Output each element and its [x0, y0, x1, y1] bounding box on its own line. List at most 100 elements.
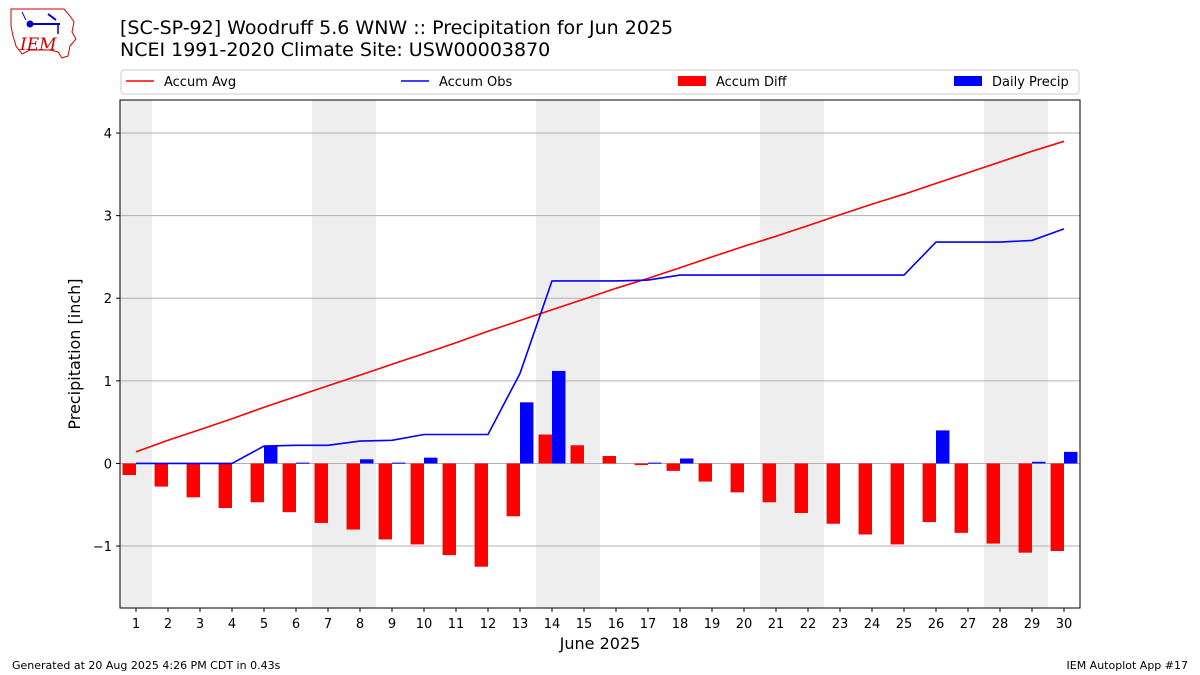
accum-diff-bar	[794, 463, 808, 514]
x-tick-label: 12	[480, 617, 497, 632]
x-tick-label: 21	[768, 617, 785, 632]
y-tick-label: 0	[104, 457, 112, 472]
x-tick-label: 19	[704, 617, 721, 632]
daily-precip-bar	[360, 459, 374, 464]
daily-precip-bar	[936, 430, 950, 464]
accum-diff-bar	[122, 463, 136, 476]
daily-precip-bar	[520, 402, 534, 464]
y-tick-label: 2	[104, 292, 112, 307]
legend-box	[120, 69, 1080, 95]
x-tick-label: 4	[228, 617, 236, 632]
x-tick-label: 14	[544, 617, 561, 632]
state-outline-icon	[10, 8, 77, 59]
daily-precip-bar	[424, 457, 438, 464]
accum-obs-line	[136, 228, 1065, 465]
accum-diff-bar	[826, 463, 840, 524]
accum-diff-bar	[186, 463, 200, 498]
legend-label: Accum Obs	[439, 75, 512, 90]
x-tick-label: 6	[292, 617, 300, 632]
accum-diff-bar	[698, 463, 712, 482]
legend-swatch-bar	[954, 76, 982, 86]
generated-timestamp: Generated at 20 Aug 2025 4:26 PM CDT in …	[12, 659, 281, 672]
accum-diff-bar	[538, 434, 552, 464]
x-tick-label: 8	[356, 617, 364, 632]
daily-precip-bar	[392, 462, 406, 464]
accum-diff-bar	[506, 463, 520, 517]
accum-diff-bar	[1018, 463, 1032, 553]
weekend-shading	[120, 100, 1048, 608]
daily-precip-bar	[296, 462, 310, 464]
x-tick-label: 9	[388, 617, 396, 632]
legend-label: Accum Avg	[164, 75, 236, 90]
x-tick-label: 23	[832, 617, 849, 632]
x-tick-label: 17	[640, 617, 657, 632]
weekend-shade-band	[312, 100, 376, 608]
weather-station-icon	[21, 11, 60, 34]
accum-diff-bar	[250, 463, 264, 503]
x-tick-label: 5	[260, 617, 268, 632]
accum-diff-bar	[954, 463, 968, 533]
plot-frame	[119, 99, 1081, 609]
daily-precip-bar	[264, 446, 278, 464]
accum-diff-bar	[346, 463, 360, 530]
x-tick-label: 27	[960, 617, 977, 632]
weekend-shade-band	[120, 100, 152, 608]
x-tick-label: 30	[1056, 617, 1073, 632]
legend-label: Daily Precip	[992, 75, 1069, 90]
x-tick-label: 25	[896, 617, 913, 632]
accum-diff-bar	[890, 463, 904, 545]
iem-logo: IEM	[10, 8, 77, 59]
chart-subtitle: NCEI 1991-2020 Climate Site: USW00003870	[120, 39, 551, 61]
daily-precip-bar	[680, 458, 694, 464]
y-tick-label: 1	[104, 375, 112, 390]
x-tick-label: 22	[800, 617, 817, 632]
accum-diff-bar	[730, 463, 744, 493]
accum-diff-bar	[986, 463, 1000, 544]
accum-diff-bar	[154, 463, 168, 487]
daily-precip-bar	[1064, 451, 1078, 464]
y-axis-label: Precipitation [inch]	[65, 278, 84, 429]
bars	[122, 370, 1078, 567]
accum-diff-bar	[474, 463, 488, 567]
accum-avg-line	[135, 140, 1065, 453]
weekend-shade-band	[760, 100, 824, 608]
app-credit: IEM Autoplot App #17	[1066, 659, 1189, 672]
accum-diff-bar	[442, 463, 456, 556]
y-tick-label: 4	[104, 127, 112, 142]
x-tick-label: 3	[196, 617, 204, 632]
x-tick-label: 11	[448, 617, 465, 632]
accum-diff-bar	[218, 463, 232, 509]
daily-precip-bar	[648, 462, 662, 464]
lines	[135, 140, 1065, 465]
x-tick-label: 1	[132, 617, 140, 632]
x-tick-label: 10	[416, 617, 433, 632]
logo-text: IEM	[19, 35, 57, 55]
x-tick-label: 29	[1024, 617, 1041, 632]
legend-swatch-bar	[678, 76, 706, 86]
y-tick-label: −1	[93, 540, 112, 555]
x-axis-label: June 2025	[559, 634, 641, 653]
x-tick-label: 2	[164, 617, 172, 632]
accum-diff-bar	[410, 463, 424, 545]
x-tick-label: 28	[992, 617, 1009, 632]
weekend-shade-band	[536, 100, 600, 608]
x-tick-label: 18	[672, 617, 689, 632]
y-tick-label: 3	[104, 210, 112, 225]
accum-diff-bar	[570, 445, 584, 464]
legend-label: Accum Diff	[716, 75, 788, 90]
accum-diff-bar	[602, 456, 616, 464]
accum-diff-bar	[314, 463, 328, 523]
accum-diff-bar	[922, 463, 936, 523]
accum-diff-bar	[634, 463, 648, 466]
x-tick-label: 16	[608, 617, 625, 632]
x-tick-label: 15	[576, 617, 593, 632]
legend: Accum Avg Accum Obs Accum Diff Daily Precip	[120, 69, 1080, 95]
accum-diff-bar	[282, 463, 296, 513]
accum-diff-bar	[858, 463, 872, 535]
daily-precip-bar	[552, 370, 566, 464]
x-tick-label: 20	[736, 617, 753, 632]
accum-diff-bar	[762, 463, 776, 503]
x-tick-label: 13	[512, 617, 529, 632]
x-tick-label: 7	[324, 617, 332, 632]
